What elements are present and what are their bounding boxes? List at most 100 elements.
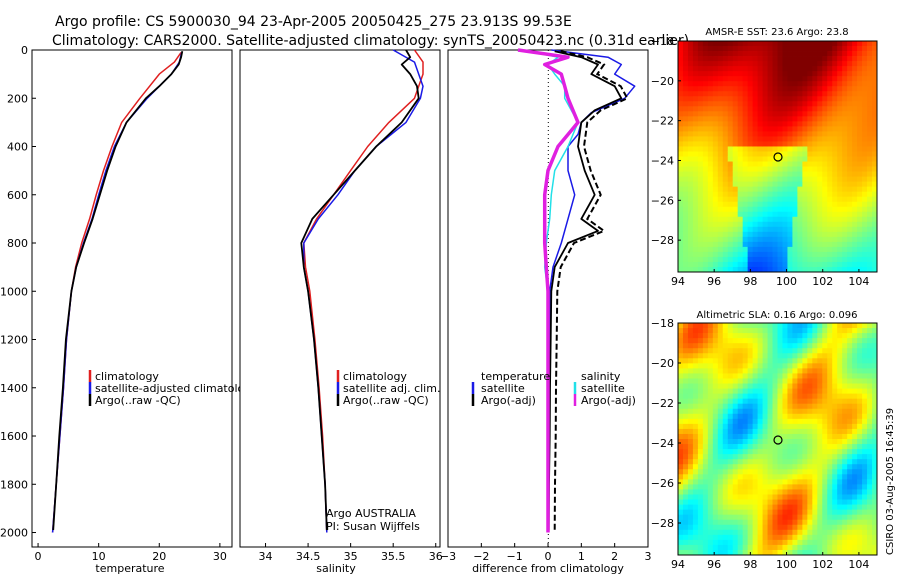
heatmap-cell xyxy=(762,231,768,238)
heatmap-cell xyxy=(767,418,773,425)
heatmap-cell xyxy=(682,428,689,435)
heatmap-cell xyxy=(762,61,768,67)
heatmap-cell xyxy=(742,51,749,57)
heatmap-cell xyxy=(687,241,694,248)
heatmap-cell xyxy=(702,408,709,415)
heatmap-cell xyxy=(702,403,709,410)
heatmap-cell xyxy=(737,489,744,495)
heatmap-cell xyxy=(707,504,714,511)
heatmap-cell xyxy=(827,524,833,531)
heatmap-cell xyxy=(872,151,878,157)
heatmap-cell xyxy=(812,101,818,107)
heatmap-cell xyxy=(687,76,694,82)
heatmap-cell xyxy=(782,338,788,344)
heatmap-cell xyxy=(807,261,813,268)
heatmap-cell xyxy=(812,494,818,500)
heatmap-cell xyxy=(742,111,749,117)
heatmap-cell xyxy=(727,111,734,117)
heatmap-cell xyxy=(817,378,823,384)
heatmap-cell xyxy=(797,111,803,117)
heatmap-cell xyxy=(727,196,734,203)
heatmap-cell xyxy=(712,66,719,72)
heatmap-cell xyxy=(812,519,818,526)
heatmap-cell xyxy=(727,413,734,420)
heatmap-cell xyxy=(702,333,709,339)
heatmap-cell xyxy=(722,449,729,455)
heatmap-cell xyxy=(847,56,853,62)
heatmap-cell xyxy=(807,504,813,511)
heatmap-cell xyxy=(852,51,858,57)
heatmap-cell xyxy=(832,261,838,268)
heatmap-cell xyxy=(752,544,759,551)
heatmap-cell xyxy=(852,353,858,359)
heatmap-cell xyxy=(732,423,739,430)
heatmap-cell xyxy=(822,141,828,147)
heatmap-cell xyxy=(817,459,823,465)
heatmap-cell xyxy=(842,353,848,359)
heatmap-cell xyxy=(727,494,734,500)
heatmap-cell xyxy=(827,484,833,490)
heatmap-cell xyxy=(802,81,808,87)
heatmap-cell xyxy=(692,459,699,465)
heatmap-cell xyxy=(742,449,749,455)
heatmap-cell xyxy=(847,444,853,450)
heatmap-cell xyxy=(857,469,863,475)
heatmap-cell xyxy=(682,408,689,415)
heatmap-cell xyxy=(678,76,684,82)
heatmap-cell xyxy=(852,226,858,233)
heatmap-cell xyxy=(707,146,714,152)
heatmap-cell xyxy=(827,116,833,122)
heatmap-cell xyxy=(807,81,813,87)
heatmap-cell xyxy=(837,549,843,556)
heatmap-cell xyxy=(832,211,838,218)
heatmap-cell xyxy=(707,256,714,263)
heatmap-cell xyxy=(767,328,773,334)
heatmap-cell xyxy=(812,91,818,97)
heatmap-cell xyxy=(697,131,704,137)
heatmap-cell xyxy=(762,363,768,369)
heatmap-cell xyxy=(747,383,754,389)
heatmap-cell xyxy=(832,328,838,334)
heatmap-cell xyxy=(827,368,833,374)
heatmap-cell xyxy=(772,206,778,213)
heatmap-cell xyxy=(867,86,873,92)
heatmap-cell xyxy=(737,484,744,490)
heatmap-cell xyxy=(867,196,873,203)
heatmap-cell xyxy=(822,236,828,243)
heatmap-cell xyxy=(697,494,704,500)
heatmap-cell xyxy=(682,388,689,395)
heatmap-cell xyxy=(792,504,798,511)
heatmap-cell xyxy=(822,433,828,440)
heatmap-cell xyxy=(712,343,719,349)
heatmap-cell xyxy=(707,181,714,188)
heatmap-cell xyxy=(872,484,878,490)
heatmap-cell xyxy=(807,61,813,67)
heatmap-cell xyxy=(737,333,744,339)
heatmap-cell xyxy=(732,514,739,521)
heatmap-cell xyxy=(832,544,838,551)
heatmap-cell xyxy=(678,413,684,420)
heatmap-cell xyxy=(702,358,709,364)
heatmap-cell xyxy=(862,489,868,495)
heatmap-cell xyxy=(767,378,773,384)
heatmap-cell xyxy=(812,61,818,67)
heatmap-cell xyxy=(712,484,719,490)
heatmap-cell xyxy=(712,529,719,536)
y-tick-label: 600 xyxy=(7,189,28,202)
heatmap-cell xyxy=(867,166,873,172)
heatmap-cell xyxy=(837,544,843,551)
heatmap-cell xyxy=(687,323,694,329)
heatmap-cell xyxy=(712,131,719,137)
heatmap-cell xyxy=(767,323,773,329)
heatmap-cell xyxy=(862,196,868,203)
heatmap-cell xyxy=(867,226,873,233)
heatmap-cell xyxy=(777,156,783,162)
heatmap-cell xyxy=(822,56,828,62)
heatmap-cell xyxy=(762,514,768,521)
heatmap-cell xyxy=(757,141,763,147)
heatmap-cell xyxy=(678,176,684,183)
heatmap-cell xyxy=(822,181,828,188)
heatmap-cell xyxy=(772,141,778,147)
heatmap-cell xyxy=(762,549,768,556)
heatmap-cell xyxy=(772,479,778,485)
